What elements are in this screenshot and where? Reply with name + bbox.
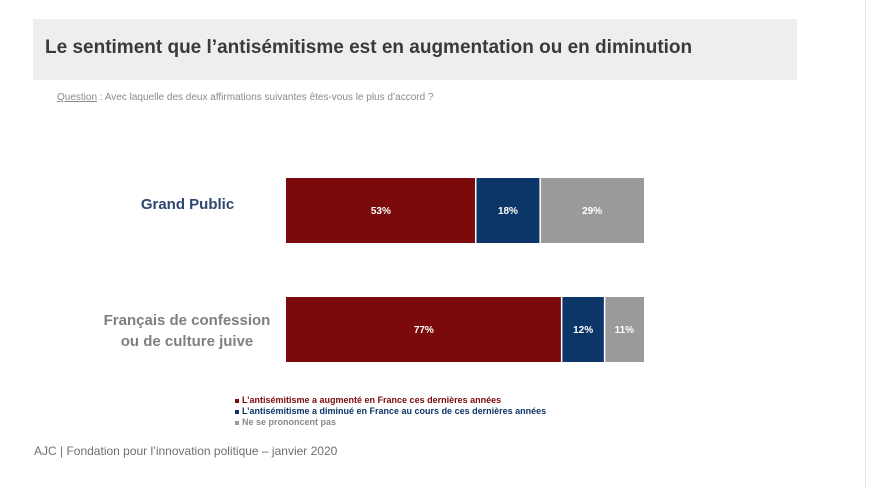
legend-swatch-nsp: [235, 420, 239, 425]
page-edge-rule: [865, 0, 866, 489]
bar-segment-francais-juifs-augmente: [286, 297, 561, 362]
legend-swatch-diminue: [235, 409, 239, 414]
row-label-grand-public: Grand Public: [120, 196, 255, 213]
row-label-francais-juifs-line2: ou de culture juive: [120, 333, 254, 350]
data-label-grand-public-augmente: 53%: [371, 206, 391, 217]
question-line: Question : Avec laquelle des deux affirm…: [57, 92, 434, 103]
row-label-grand-public-line1: Grand Public: [140, 196, 235, 213]
legend-item-nsp: Ne se prononcent pas: [235, 417, 546, 428]
legend-label-diminue: L’antisémitisme a diminué en France au c…: [242, 406, 547, 416]
legend-label-nsp: Ne se prononcent pas: [242, 417, 337, 427]
data-label-grand-public-diminue: 18%: [498, 206, 518, 217]
data-label-francais-juifs-augmente: 77%: [414, 325, 434, 336]
question-text: : Avec laquelle des deux affirmations su…: [97, 92, 434, 103]
data-label-grand-public-nsp: 29%: [582, 206, 602, 217]
bar-segment-francais-juifs-nsp: [605, 297, 644, 362]
chart-title: Le sentiment que l’antisémitisme est en …: [45, 37, 693, 58]
title-banner: Le sentiment que l’antisémitisme est en …: [33, 19, 797, 80]
question-label: Question: [57, 92, 98, 103]
bar-segment-grand-public-augmente: [286, 178, 475, 243]
legend-item-diminue: L’antisémitisme a diminué en France au c…: [235, 406, 546, 417]
bar-segment-grand-public-nsp: [540, 178, 644, 243]
legend-label-augmente: L’antisémitisme a augmenté en France ces…: [242, 395, 502, 405]
row-label-francais-juifs: Français de confession ou de culture jui…: [98, 310, 276, 352]
bar-segment-francais-juifs-diminue: [562, 297, 604, 362]
data-label-francais-juifs-nsp: 11%: [615, 325, 635, 336]
legend-swatch-augmente: [235, 398, 239, 403]
row-label-francais-juifs-line1: Français de confession: [103, 312, 271, 329]
legend: L’antisémitisme a augmenté en France ces…: [235, 395, 546, 428]
legend-item-augmente: L’antisémitisme a augmenté en France ces…: [235, 395, 546, 406]
source-footer: AJC | Fondation pour l’innovation politi…: [34, 444, 338, 458]
data-label-francais-juifs-diminue: 12%: [573, 325, 593, 336]
bar-segment-grand-public-diminue: [476, 178, 540, 243]
